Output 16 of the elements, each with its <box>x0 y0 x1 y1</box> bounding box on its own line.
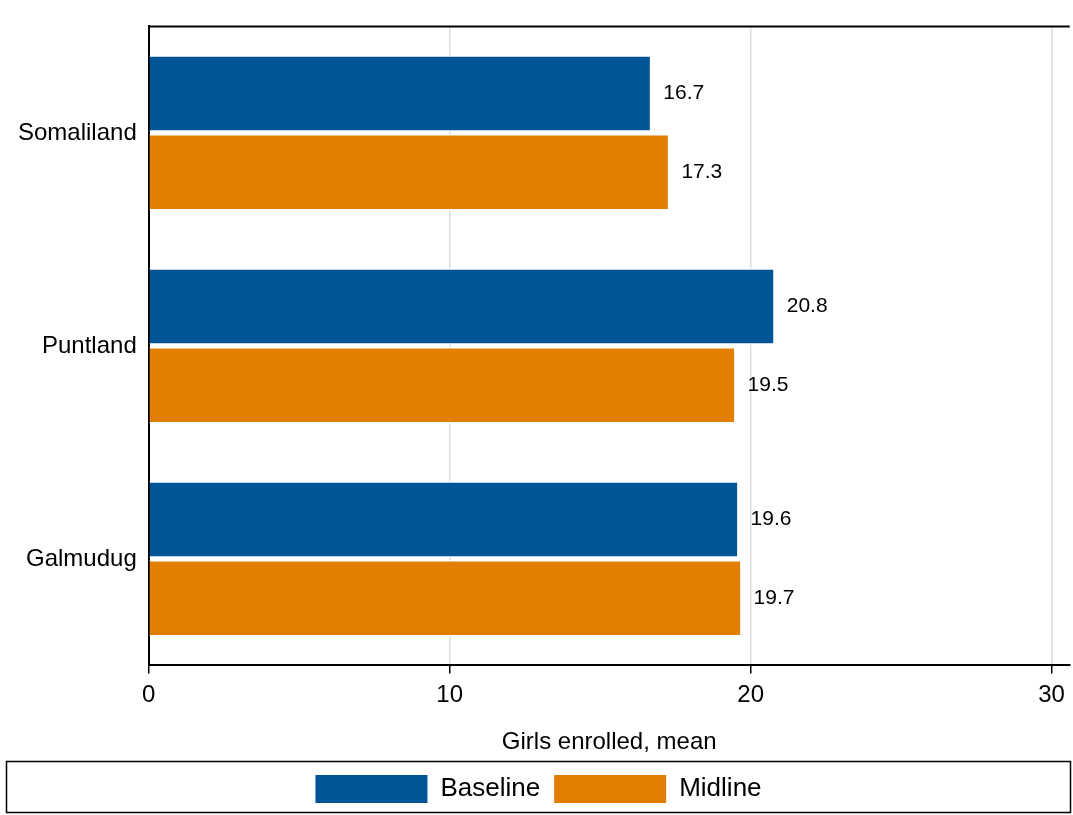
legend-label: Baseline <box>440 772 541 803</box>
x-tick-label: 30 <box>1038 680 1065 708</box>
x-tick-label: 10 <box>436 680 464 708</box>
legend-label: Midline <box>679 772 762 803</box>
x-tick-label: 0 <box>142 680 156 708</box>
data-label: 19.7 <box>753 585 795 609</box>
data-label: 19.5 <box>747 372 789 396</box>
data-label: 16.7 <box>663 80 705 104</box>
data-label: 17.3 <box>681 159 723 183</box>
x-tick-label: 20 <box>737 680 765 708</box>
y-tick-label: Galmudug <box>26 543 137 571</box>
x-axis-title: Girls enrolled, mean <box>501 727 717 755</box>
data-label: 20.8 <box>786 293 828 317</box>
data-label: 19.6 <box>750 506 792 530</box>
y-tick-label: Puntland <box>41 330 137 358</box>
y-tick-label: Somaliland <box>18 117 137 145</box>
